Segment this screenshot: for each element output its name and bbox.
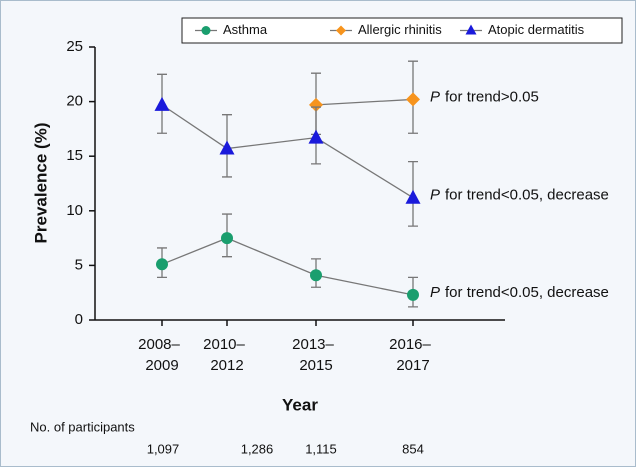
x-tick-line: 2016–	[389, 336, 431, 353]
point	[219, 140, 235, 155]
x-tick-label: 2016– 2017	[389, 336, 431, 374]
y-tick-label: 0	[75, 311, 83, 328]
point	[407, 288, 419, 301]
x-tick-label: 2013– 2015	[292, 336, 334, 374]
legend-box	[181, 17, 623, 44]
x-tick-line: 2008–	[138, 336, 180, 353]
x-tick-line: 2012	[210, 357, 243, 374]
x-tick-line: 2009	[145, 357, 178, 374]
annotation-p: P	[430, 284, 440, 301]
x-tick-line: 2013–	[292, 336, 334, 353]
point	[308, 129, 324, 144]
annotation-text: for trend<0.05, decrease	[445, 187, 609, 204]
point	[405, 189, 421, 204]
legend-label: Atopic dermatitis	[488, 22, 585, 37]
point	[221, 232, 233, 245]
legend-label: Allergic rhinitis	[358, 22, 442, 37]
x-tick-line: 2015	[299, 357, 332, 374]
participants-label: No. of participants	[30, 419, 135, 434]
point	[406, 92, 420, 107]
x-tick-label: 2008– 2009	[138, 336, 180, 374]
annotation-text: for trend>0.05	[445, 88, 539, 105]
annotation-p: P	[430, 88, 440, 105]
series-line	[161, 104, 414, 199]
participants-value: 1,097	[147, 441, 180, 456]
x-tick-line: 2017	[396, 357, 429, 374]
y-tick-label: 15	[66, 147, 83, 164]
point	[310, 269, 322, 282]
legend-marker	[336, 25, 346, 36]
annotation-p: P	[430, 187, 440, 204]
point	[309, 97, 323, 112]
participants-value: 1,286	[241, 441, 274, 456]
legend-marker	[465, 24, 477, 35]
y-tick-label: 5	[75, 256, 83, 273]
x-tick-label: 2010– 2012	[203, 336, 245, 374]
x-axis-label: Year	[282, 395, 318, 414]
point	[156, 258, 168, 271]
series-line	[315, 98, 414, 106]
participants-value: 1,115	[305, 441, 337, 456]
y-axis-label: Prevalence (%)	[31, 123, 50, 244]
y-tick-label: 25	[66, 38, 83, 55]
x-tick-line: 2010–	[203, 336, 245, 353]
annotation-text: for trend<0.05, decrease	[445, 284, 609, 301]
y-tick-label: 20	[66, 93, 83, 110]
point	[154, 96, 170, 111]
legend-label: Asthma	[223, 22, 268, 37]
series-line	[161, 237, 414, 296]
participants-value: 854	[402, 441, 424, 456]
y-tick-label: 10	[66, 202, 83, 219]
legend-marker	[201, 26, 211, 35]
